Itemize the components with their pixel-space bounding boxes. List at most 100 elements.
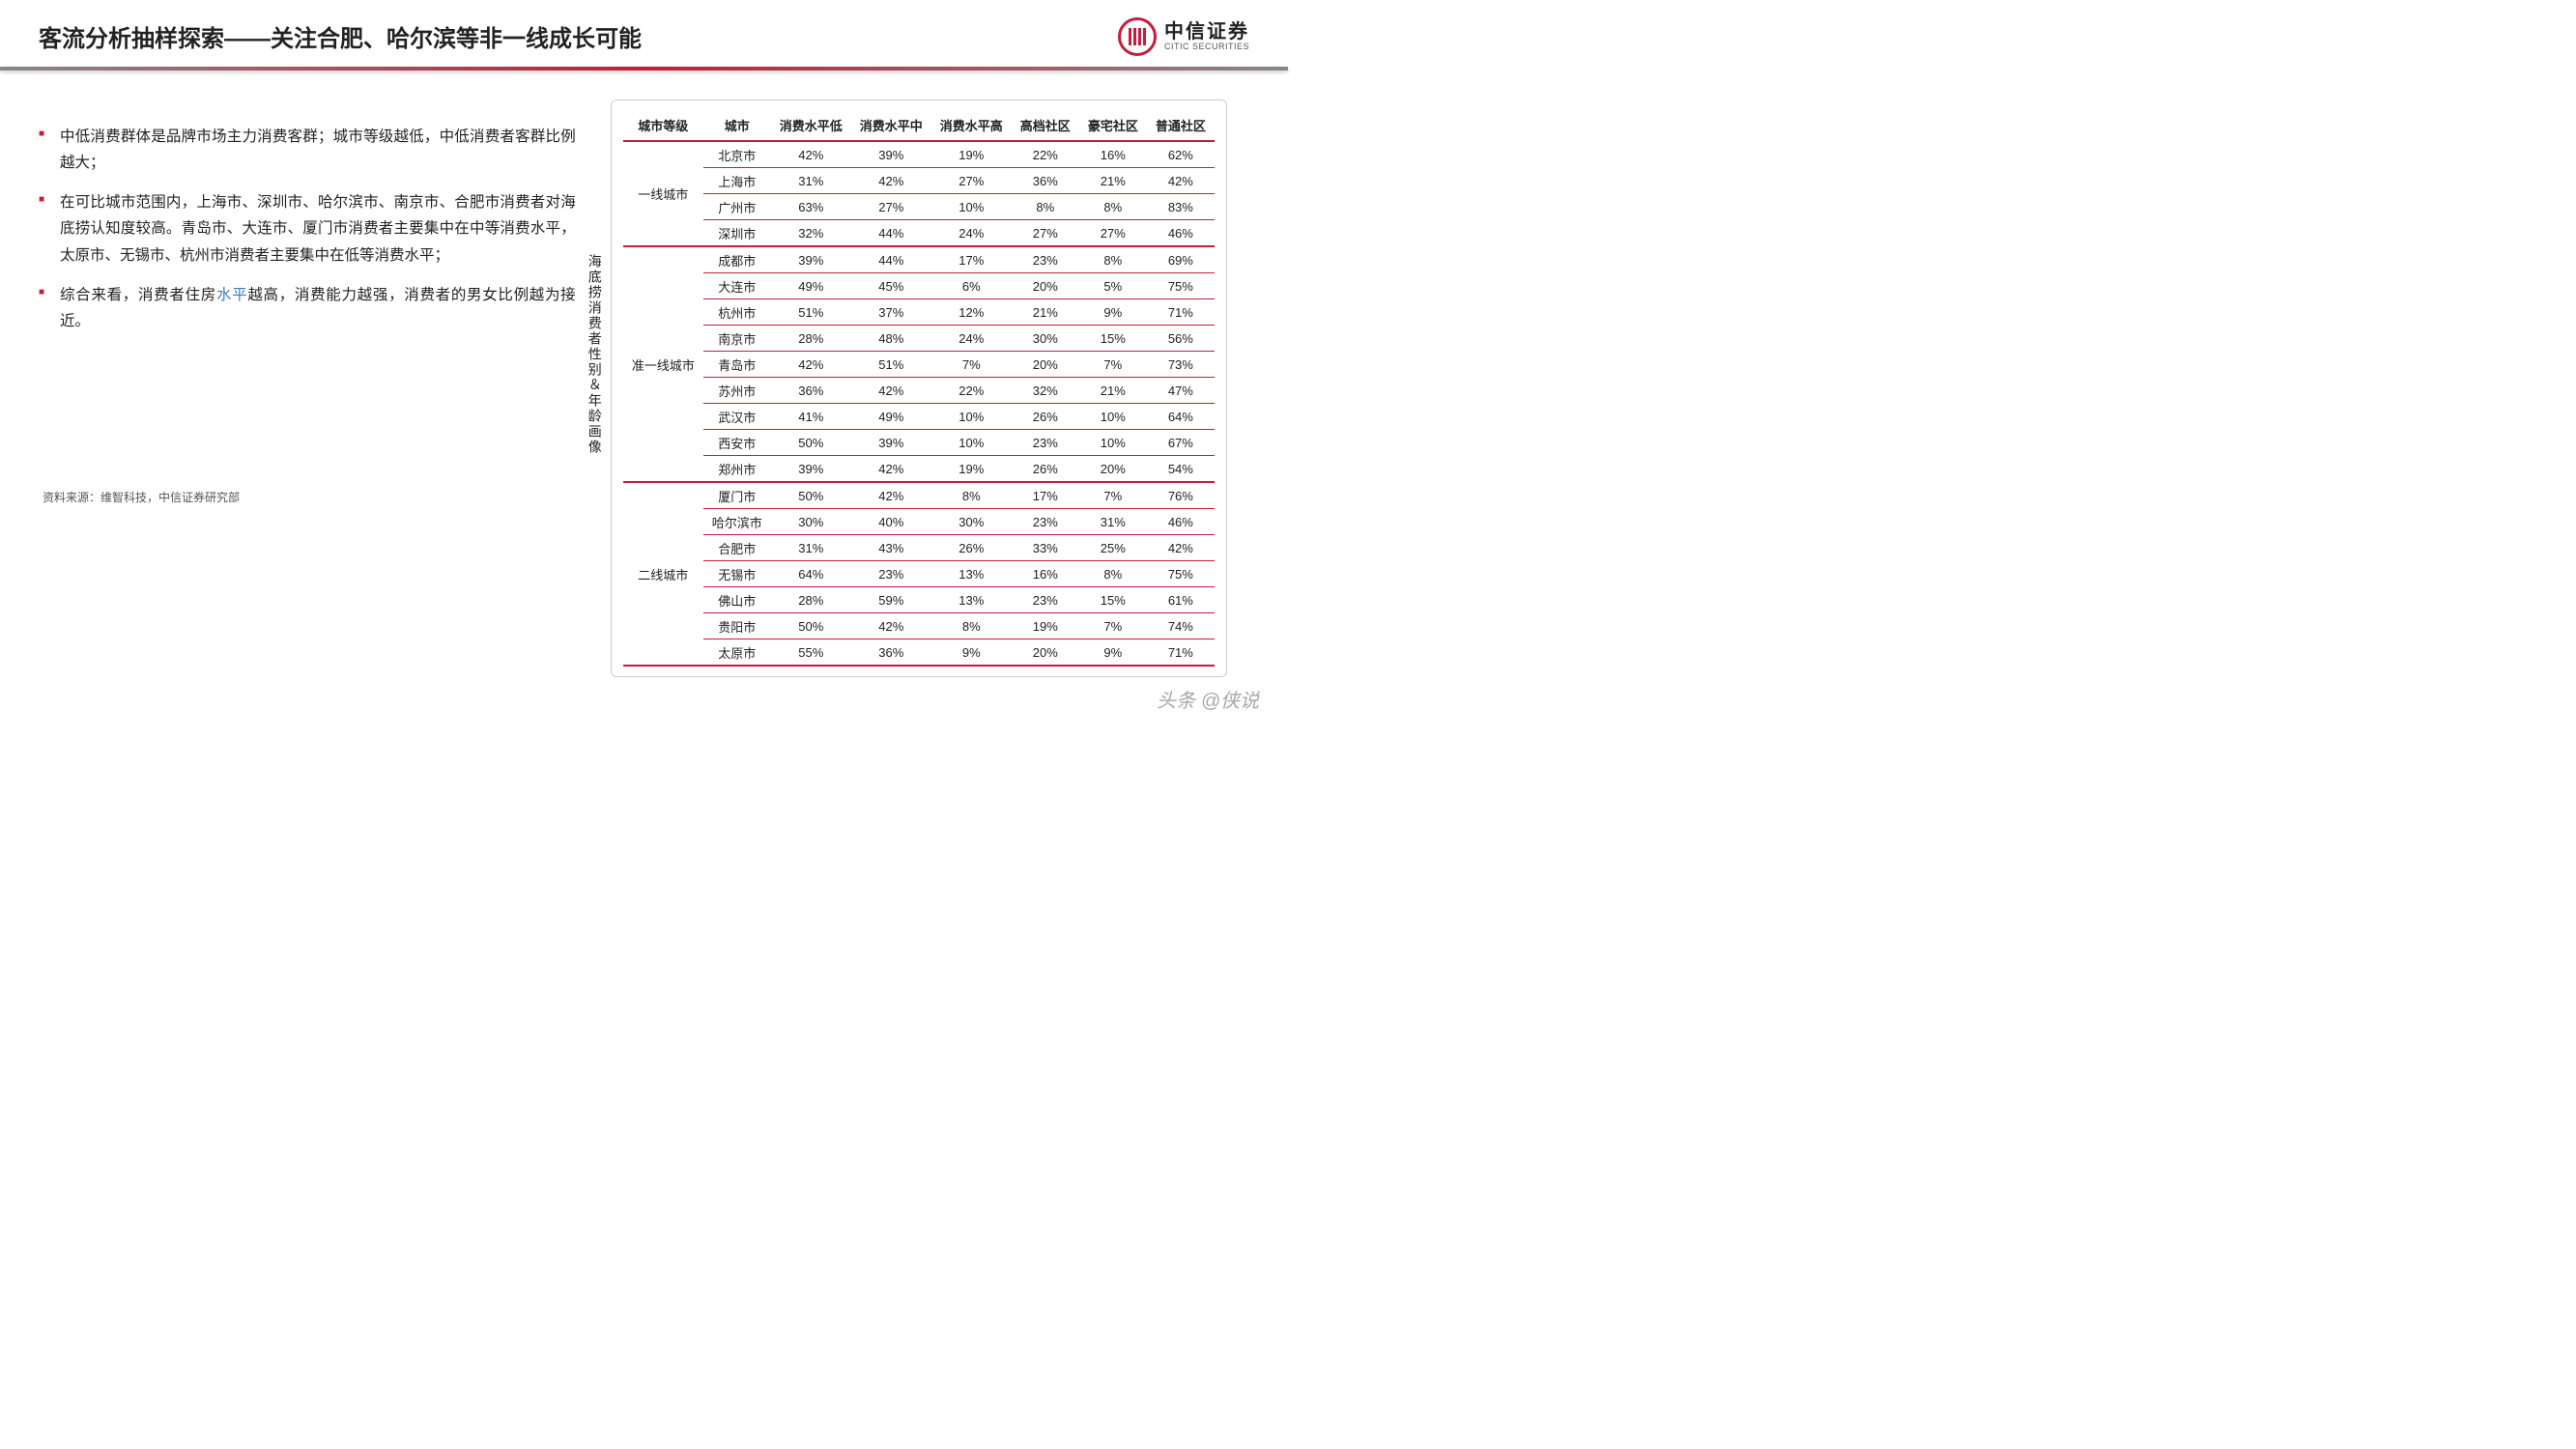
table-row: 广州市63%27%10%8%8%83% [623,194,1215,220]
city-cell: 广州市 [703,194,771,220]
value-cell: 17% [1012,482,1079,509]
value-cell: 8% [1079,246,1147,273]
value-cell: 6% [931,273,1012,299]
value-cell: 8% [1079,194,1147,220]
value-cell: 23% [1012,587,1079,613]
value-cell: 30% [931,509,1012,535]
logo-text-cn: 中信证券 [1164,21,1249,43]
value-cell: 28% [771,326,851,352]
city-cell: 佛山市 [703,587,771,613]
value-cell: 39% [771,246,851,273]
value-cell: 10% [931,404,1012,430]
value-cell: 56% [1147,326,1215,352]
value-cell: 13% [931,587,1012,613]
column-header: 消费水平高 [931,110,1012,141]
value-cell: 16% [1012,561,1079,587]
city-cell: 厦门市 [703,482,771,509]
highlight-text: 水平 [216,287,247,303]
city-cell: 无锡市 [703,561,771,587]
value-cell: 75% [1147,273,1215,299]
city-cell: 大连市 [703,273,771,299]
value-cell: 48% [851,326,931,352]
tier-cell: 准一线城市 [623,246,703,482]
value-cell: 41% [771,404,851,430]
table-row: 上海市31%42%27%36%21%42% [623,168,1215,194]
value-cell: 8% [931,613,1012,639]
value-cell: 7% [1079,482,1147,509]
value-cell: 27% [1079,220,1147,247]
table-row: 苏州市36%42%22%32%21%47% [623,378,1215,404]
city-cell: 合肥市 [703,535,771,561]
value-cell: 30% [1012,326,1079,352]
city-cell: 郑州市 [703,456,771,483]
value-cell: 30% [771,509,851,535]
value-cell: 42% [1147,168,1215,194]
column-header: 消费水平低 [771,110,851,141]
value-cell: 28% [771,587,851,613]
city-cell: 北京市 [703,141,771,168]
value-cell: 36% [851,639,931,667]
value-cell: 39% [771,456,851,483]
value-cell: 16% [1079,141,1147,168]
value-cell: 21% [1079,168,1147,194]
value-cell: 23% [1012,246,1079,273]
table-row: 杭州市51%37%12%21%9%71% [623,299,1215,326]
bullet-item: 综合来看，消费者住房水平越高，消费能力越强，消费者的男女比例越为接近。 [39,282,576,334]
value-cell: 27% [851,194,931,220]
table-side-label: 海底捞消费者性别＆年龄画像 [586,99,605,455]
city-cell: 成都市 [703,246,771,273]
column-header: 城市 [703,110,771,141]
value-cell: 46% [1147,509,1215,535]
brand-logo: 中信证券 CITIC SECURITIES [1118,17,1249,56]
value-cell: 42% [771,141,851,168]
city-cell: 哈尔滨市 [703,509,771,535]
value-cell: 76% [1147,482,1215,509]
value-cell: 8% [1012,194,1079,220]
bullet-list: 中低消费群体是品牌市场主力消费客群；城市等级越低，中低消费者客群比例越大； 在可… [39,124,576,334]
city-cell: 上海市 [703,168,771,194]
value-cell: 27% [931,168,1012,194]
value-cell: 19% [931,456,1012,483]
value-cell: 20% [1012,352,1079,378]
table-row: 武汉市41%49%10%26%10%64% [623,404,1215,430]
table-row: 青岛市42%51%7%20%7%73% [623,352,1215,378]
value-cell: 39% [851,141,931,168]
value-cell: 22% [1012,141,1079,168]
value-cell: 25% [1079,535,1147,561]
content-area: 中低消费群体是品牌市场主力消费客群；城市等级越低，中低消费者客群比例越大； 在可… [0,71,1288,677]
value-cell: 12% [931,299,1012,326]
value-cell: 7% [931,352,1012,378]
value-cell: 69% [1147,246,1215,273]
value-cell: 62% [1147,141,1215,168]
value-cell: 75% [1147,561,1215,587]
value-cell: 44% [851,220,931,247]
bullet-item: 中低消费群体是品牌市场主力消费客群；城市等级越低，中低消费者客群比例越大； [39,124,576,176]
value-cell: 13% [931,561,1012,587]
value-cell: 7% [1079,613,1147,639]
value-cell: 26% [1012,404,1079,430]
value-cell: 43% [851,535,931,561]
value-cell: 9% [1079,299,1147,326]
value-cell: 63% [771,194,851,220]
value-cell: 19% [1012,613,1079,639]
city-cell: 深圳市 [703,220,771,247]
logo-text-en: CITIC SECURITIES [1164,43,1249,52]
value-cell: 54% [1147,456,1215,483]
value-cell: 49% [771,273,851,299]
table-row: 哈尔滨市30%40%30%23%31%46% [623,509,1215,535]
column-header: 城市等级 [623,110,703,141]
value-cell: 46% [1147,220,1215,247]
value-cell: 5% [1079,273,1147,299]
value-cell: 17% [931,246,1012,273]
table-row: 西安市50%39%10%23%10%67% [623,430,1215,456]
value-cell: 42% [771,352,851,378]
value-cell: 36% [771,378,851,404]
value-cell: 21% [1012,299,1079,326]
table-row: 郑州市39%42%19%26%20%54% [623,456,1215,483]
value-cell: 23% [1012,509,1079,535]
value-cell: 8% [1079,561,1147,587]
value-cell: 32% [771,220,851,247]
right-column: 海底捞消费者性别＆年龄画像 城市等级城市消费水平低消费水平中消费水平高高档社区豪… [586,99,1259,677]
value-cell: 64% [1147,404,1215,430]
table-row: 大连市49%45%6%20%5%75% [623,273,1215,299]
